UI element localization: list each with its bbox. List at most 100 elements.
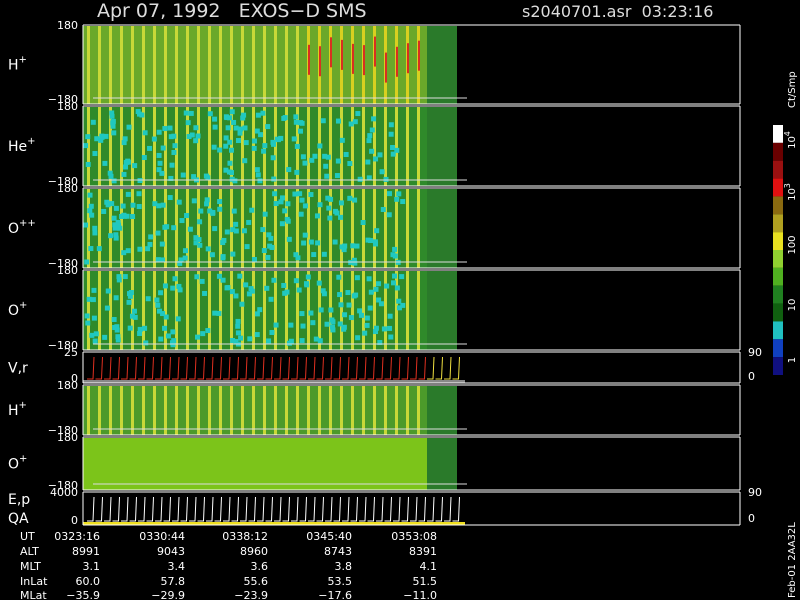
speckle — [127, 325, 133, 331]
speckle — [193, 240, 199, 246]
stripe — [230, 386, 233, 435]
tooth — [104, 496, 112, 522]
speckle — [296, 287, 302, 293]
tooth — [274, 356, 282, 380]
speckle — [364, 322, 370, 328]
speckle — [156, 308, 162, 314]
speckle — [354, 275, 360, 281]
speckle — [171, 225, 177, 231]
speckle — [352, 197, 358, 203]
tooth — [257, 496, 265, 522]
speckle — [199, 278, 205, 284]
speckle — [193, 125, 199, 131]
edge — [427, 189, 457, 268]
speckle — [85, 320, 91, 326]
speckle — [386, 191, 392, 197]
speckle — [194, 274, 200, 280]
speckle — [240, 115, 246, 121]
label-text: O — [8, 303, 19, 319]
stripe — [329, 107, 332, 186]
speckle — [339, 244, 345, 250]
speckle — [195, 133, 201, 139]
speckle — [186, 134, 192, 140]
stripe — [120, 26, 123, 104]
speckle — [325, 154, 331, 160]
stripe — [219, 271, 222, 350]
y2-bottom-label: 0 — [748, 512, 755, 525]
panel-label: O+ — [8, 454, 27, 473]
speckle — [159, 170, 165, 176]
speckle — [235, 330, 241, 336]
speckle — [255, 172, 261, 178]
speckle — [265, 254, 271, 260]
speckle — [204, 201, 210, 207]
stripe — [340, 189, 343, 268]
tooth — [146, 496, 154, 522]
speckle — [85, 134, 91, 140]
speckle — [298, 211, 304, 217]
speckle — [229, 289, 235, 295]
speckle — [354, 243, 360, 249]
spectrogram-bg — [83, 438, 457, 490]
tooth — [444, 356, 452, 380]
stripe-hot — [341, 39, 343, 70]
tooth — [121, 356, 129, 380]
speckle — [156, 167, 162, 173]
speckle — [87, 208, 93, 214]
speckle — [92, 225, 98, 231]
tooth — [418, 496, 426, 522]
tooth — [410, 356, 418, 380]
speckle — [266, 338, 272, 344]
speckle — [137, 330, 143, 336]
speckle — [147, 241, 153, 247]
speckle — [160, 311, 166, 317]
tooth — [401, 356, 409, 380]
tooth — [206, 496, 214, 522]
speckle — [394, 285, 400, 291]
speckle — [136, 191, 142, 197]
stripe — [296, 271, 299, 350]
tooth — [316, 496, 324, 522]
speckle — [115, 334, 121, 340]
speckle — [274, 136, 280, 142]
y-bottom-label: −180 — [48, 424, 78, 437]
speckle — [350, 243, 356, 249]
stripe-hot — [308, 44, 310, 75]
speckle — [123, 164, 129, 170]
y-bottom-label: −180 — [48, 175, 78, 188]
stripe — [230, 271, 233, 350]
tooth — [172, 356, 180, 380]
speckle — [269, 329, 275, 335]
stripe — [175, 189, 178, 268]
speckle — [390, 280, 396, 286]
speckle — [396, 305, 402, 311]
panel-label-2: QA — [8, 511, 29, 527]
stripe — [373, 271, 376, 350]
speckle — [314, 213, 320, 219]
stripe — [241, 386, 244, 435]
speckle — [268, 296, 274, 302]
speckle — [353, 292, 359, 298]
stripe — [197, 271, 200, 350]
tooth — [180, 356, 188, 380]
speckle — [92, 338, 98, 344]
stripe — [197, 386, 200, 435]
speckle — [364, 315, 370, 321]
stripe — [318, 189, 321, 268]
footer-value: 0323:16 — [54, 530, 100, 543]
tooth — [223, 356, 231, 380]
speckle — [355, 111, 361, 117]
stripe — [417, 386, 420, 435]
tooth — [350, 496, 358, 522]
speckle — [336, 274, 342, 280]
speckle — [392, 273, 398, 279]
speckle — [86, 296, 92, 302]
speckle — [189, 132, 195, 138]
tooth — [172, 496, 180, 522]
speckle — [159, 257, 165, 263]
speckle — [223, 167, 229, 173]
colorbar-cell — [773, 285, 783, 304]
speckle — [170, 285, 176, 291]
tooth — [342, 496, 350, 522]
footer-label: InLat — [20, 575, 48, 588]
